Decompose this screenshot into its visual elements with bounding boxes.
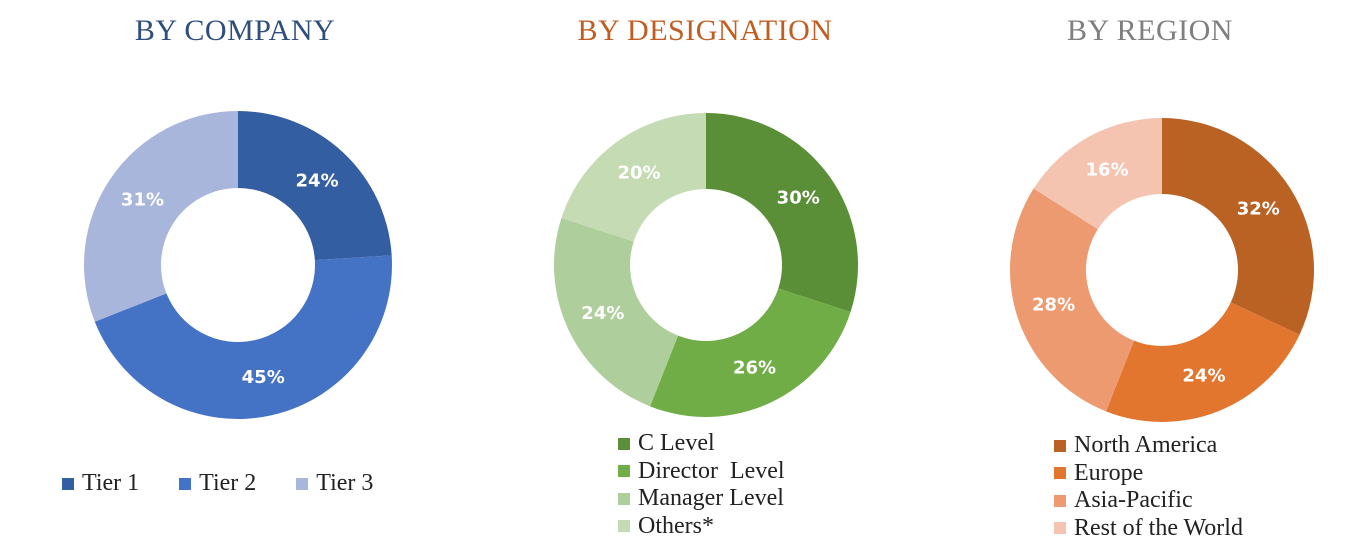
slice-percent-label: 26% xyxy=(733,358,776,379)
region-chart-panel: BY REGION 32% 24% 28% 16% North America Euro… xyxy=(940,0,1360,552)
chart-legend: C Level Director Level Manager Level Others… xyxy=(618,430,785,540)
donut-slice xyxy=(1033,118,1162,230)
legend-swatch xyxy=(62,477,74,490)
legend-label: Asia-Pacific xyxy=(1074,487,1193,513)
legend-label: C Level xyxy=(638,430,715,456)
legend-item: Tier 1 xyxy=(62,470,139,498)
donut-slice xyxy=(83,111,238,322)
legend-swatch xyxy=(618,520,630,533)
slice-percent-label: 45% xyxy=(242,367,285,388)
legend-item: North America xyxy=(1054,432,1243,460)
slice-percent-label: 20% xyxy=(617,162,660,183)
legend-label: Director Level xyxy=(638,457,785,484)
chart-title: BY REGION xyxy=(1067,14,1233,47)
legend-label: Manager Level xyxy=(638,485,784,511)
legend-label: Tier 2 xyxy=(199,470,257,496)
slice-percent-label: 24% xyxy=(1182,365,1225,386)
donut-slice xyxy=(238,111,392,261)
slice-percent-label: 32% xyxy=(1237,198,1280,219)
legend-item: C Level xyxy=(618,430,785,458)
donut-slice xyxy=(94,255,392,419)
legend-swatch xyxy=(1054,467,1066,480)
legend-swatch xyxy=(1054,439,1066,452)
legend-label: Others* xyxy=(638,512,714,539)
legend-label: Tier 1 xyxy=(82,470,140,496)
legend-label: Europe xyxy=(1074,459,1144,486)
region-donut-chart: 32% 24% 28% 16% xyxy=(1010,118,1314,422)
legend-swatch xyxy=(179,477,192,490)
designation-chart-panel: BY DESIGNATION 30% 26% 24% 20% C Level Direc… xyxy=(470,0,940,552)
slice-percent-label: 28% xyxy=(1032,295,1075,316)
legend-swatch xyxy=(618,492,630,505)
slice-percent-label: 30% xyxy=(777,187,820,208)
donut-slice xyxy=(706,113,858,312)
legend-item: Director Level xyxy=(618,458,785,486)
legend-item: Others* xyxy=(618,513,785,541)
legend-item: Tier 3 xyxy=(296,470,373,498)
legend-item: Rest of the World xyxy=(1054,515,1243,543)
chart-title: BY DESIGNATION xyxy=(577,14,833,47)
chart-legend: North America Europe Asia-Pacific Rest of t… xyxy=(1054,432,1243,542)
company-chart-panel: BY COMPANY 24% 45% 31% Tier 1 Tier 2 Tier 3 xyxy=(0,0,470,552)
legend-label: North America xyxy=(1074,432,1218,458)
donut-slice xyxy=(561,113,706,242)
legend-item: Asia-Pacific xyxy=(1054,487,1243,515)
donut-slice xyxy=(1162,118,1314,335)
legend-label: Tier 3 xyxy=(316,470,374,496)
slice-percent-label: 24% xyxy=(296,170,339,191)
legend-item: Manager Level xyxy=(618,485,785,513)
chart-legend: Tier 1 Tier 2 Tier 3 xyxy=(62,470,413,498)
slice-percent-label: 16% xyxy=(1086,160,1129,181)
donut-slice xyxy=(1106,302,1300,422)
legend-swatch xyxy=(1054,494,1066,507)
legend-label: Rest of the World xyxy=(1074,514,1243,541)
legend-item: Tier 2 xyxy=(179,470,256,498)
legend-swatch xyxy=(618,465,630,478)
donut-slice xyxy=(1010,188,1135,412)
legend-swatch xyxy=(618,437,630,450)
company-donut-chart: 24% 45% 31% xyxy=(83,111,392,419)
chart-title: BY COMPANY xyxy=(134,14,336,47)
designation-donut-chart: 30% 26% 24% 20% xyxy=(554,113,858,417)
donut-slice xyxy=(554,218,679,407)
donut-slice xyxy=(650,288,851,417)
legend-swatch xyxy=(296,477,309,490)
legend-swatch xyxy=(1054,522,1066,535)
slice-percent-label: 24% xyxy=(581,303,624,324)
legend-item: Europe xyxy=(1054,460,1243,488)
slice-percent-label: 31% xyxy=(121,190,164,211)
